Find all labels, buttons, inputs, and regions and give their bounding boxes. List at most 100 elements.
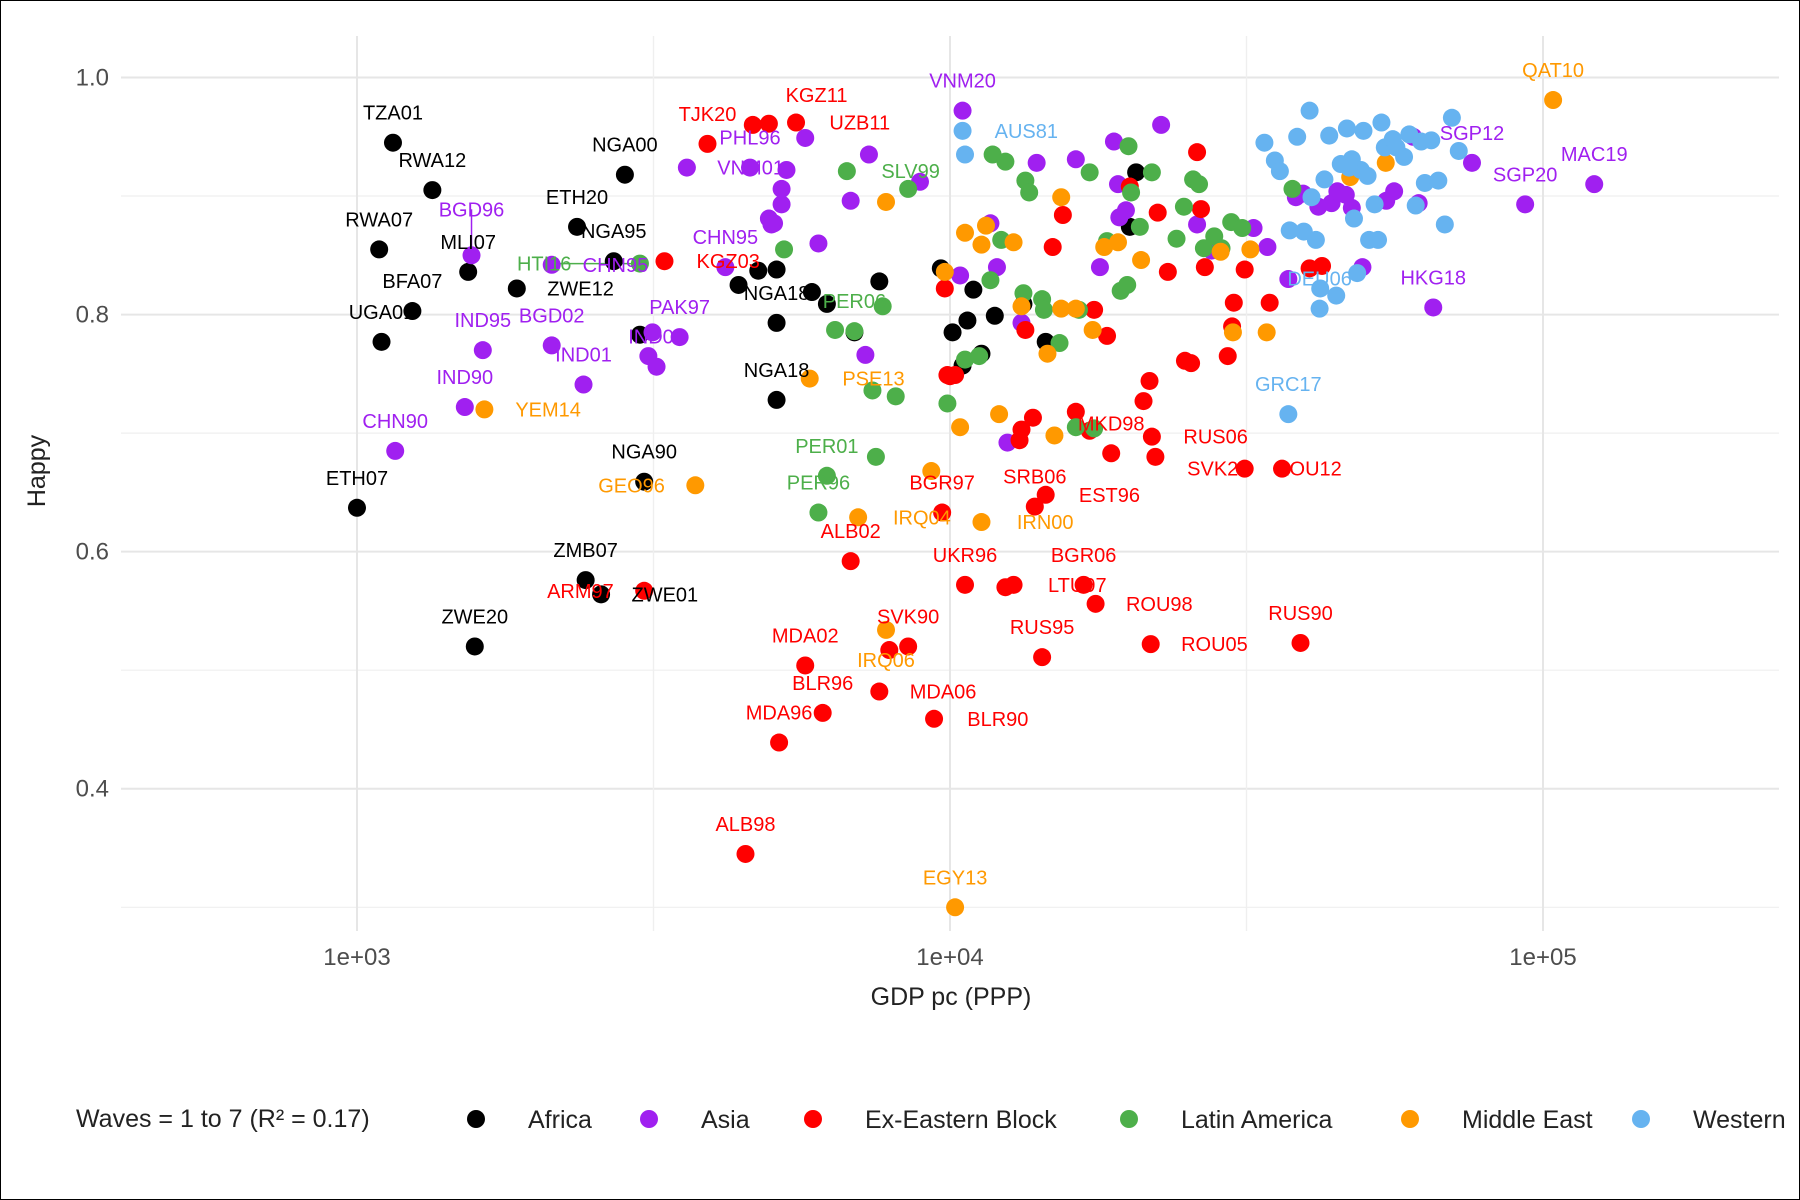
point-label: PER06 bbox=[823, 291, 886, 313]
legend-label: Latin America bbox=[1181, 1106, 1333, 1134]
data-point bbox=[1142, 163, 1161, 182]
data-point bbox=[813, 703, 832, 722]
data-point bbox=[1435, 215, 1454, 234]
data-point bbox=[1130, 217, 1149, 236]
legend-swatch bbox=[804, 1110, 822, 1128]
point-label: NGA90 bbox=[611, 442, 677, 464]
data-point bbox=[1241, 240, 1260, 259]
data-point bbox=[1052, 188, 1071, 207]
data-point bbox=[1235, 260, 1254, 279]
data-point bbox=[886, 387, 905, 406]
data-point bbox=[767, 313, 786, 332]
data-point bbox=[770, 733, 789, 752]
data-point bbox=[1340, 158, 1359, 177]
data-point bbox=[1122, 183, 1141, 202]
point-label: PSE13 bbox=[842, 369, 904, 391]
data-point bbox=[1050, 334, 1069, 353]
data-point bbox=[1406, 196, 1425, 215]
data-point bbox=[1257, 323, 1276, 342]
data-point bbox=[938, 394, 957, 413]
data-point bbox=[1218, 347, 1237, 366]
x-tick-label: 1e+04 bbox=[916, 944, 983, 971]
data-point bbox=[1376, 153, 1395, 172]
data-point bbox=[635, 472, 654, 491]
y-tick-label: 0.6 bbox=[76, 539, 109, 566]
point-label: IRN00 bbox=[1017, 512, 1074, 534]
data-point bbox=[1119, 137, 1138, 156]
point-label: UGA01 bbox=[349, 302, 415, 324]
data-point bbox=[1033, 648, 1052, 667]
data-point bbox=[1235, 459, 1254, 478]
y-axis-title: Happy bbox=[23, 434, 51, 507]
y-tick-label: 0.4 bbox=[76, 776, 109, 803]
point-label: PHL96 bbox=[719, 128, 780, 150]
data-point bbox=[1369, 230, 1388, 249]
data-point bbox=[1134, 392, 1153, 411]
data-point bbox=[473, 341, 492, 360]
data-point bbox=[1052, 299, 1071, 318]
data-point bbox=[643, 323, 662, 342]
point-label: IRQ06 bbox=[857, 650, 915, 672]
point-label: BFA07 bbox=[382, 271, 442, 293]
data-point bbox=[817, 466, 836, 485]
data-point bbox=[465, 637, 484, 656]
point-label: QAT10 bbox=[1522, 60, 1584, 82]
data-point bbox=[772, 195, 791, 214]
data-point bbox=[1372, 113, 1391, 132]
data-point bbox=[542, 336, 561, 355]
point-label: CHN95 bbox=[693, 227, 759, 249]
data-point bbox=[1442, 108, 1461, 127]
data-point bbox=[1034, 300, 1053, 319]
data-point bbox=[951, 266, 970, 285]
data-point bbox=[729, 275, 748, 294]
point-label: HTI16 bbox=[517, 254, 571, 276]
data-point bbox=[1280, 221, 1299, 240]
point-label: ETH07 bbox=[326, 468, 388, 490]
data-point bbox=[1045, 426, 1064, 445]
data-point bbox=[1102, 444, 1121, 463]
data-point bbox=[386, 441, 405, 460]
data-point bbox=[1142, 427, 1161, 446]
data-point bbox=[1516, 195, 1535, 214]
data-point bbox=[863, 381, 882, 400]
legend-title: Waves = 1 to 7 (R² = 0.17) bbox=[76, 1105, 370, 1133]
data-point bbox=[1385, 182, 1404, 201]
point-label: ZWE12 bbox=[547, 278, 614, 300]
data-point bbox=[1127, 163, 1146, 182]
data-point bbox=[1273, 459, 1292, 478]
legend-swatch bbox=[1632, 1110, 1650, 1128]
data-point bbox=[809, 234, 828, 253]
data-point bbox=[615, 165, 634, 184]
data-point bbox=[574, 375, 593, 394]
data-point bbox=[1188, 215, 1207, 234]
data-point bbox=[639, 347, 658, 366]
data-point bbox=[1190, 175, 1209, 194]
data-point bbox=[716, 258, 735, 277]
point-label: NGA18 bbox=[744, 283, 810, 305]
point-label: CHN90 bbox=[362, 411, 428, 433]
point-label: RWA07 bbox=[345, 209, 413, 231]
data-point bbox=[1415, 173, 1434, 192]
data-point bbox=[802, 283, 821, 302]
point-label: IRQ04 bbox=[893, 507, 951, 529]
data-point bbox=[372, 332, 391, 351]
data-point bbox=[741, 158, 760, 177]
data-point bbox=[1074, 575, 1093, 594]
data-point bbox=[985, 306, 1004, 325]
data-point bbox=[787, 113, 806, 132]
point-label: RUS95 bbox=[1010, 617, 1074, 639]
data-point bbox=[976, 216, 995, 235]
data-point bbox=[1085, 300, 1104, 319]
data-point bbox=[899, 637, 918, 656]
point-label: BLR96 bbox=[792, 673, 853, 695]
data-point bbox=[777, 160, 796, 179]
point-label: BGR06 bbox=[1051, 545, 1117, 567]
data-point bbox=[922, 462, 941, 481]
data-point bbox=[1066, 402, 1085, 421]
data-point bbox=[1422, 131, 1441, 150]
data-point bbox=[1148, 203, 1167, 222]
data-point bbox=[956, 350, 975, 369]
data-point bbox=[462, 246, 481, 265]
data-point bbox=[1016, 320, 1035, 339]
